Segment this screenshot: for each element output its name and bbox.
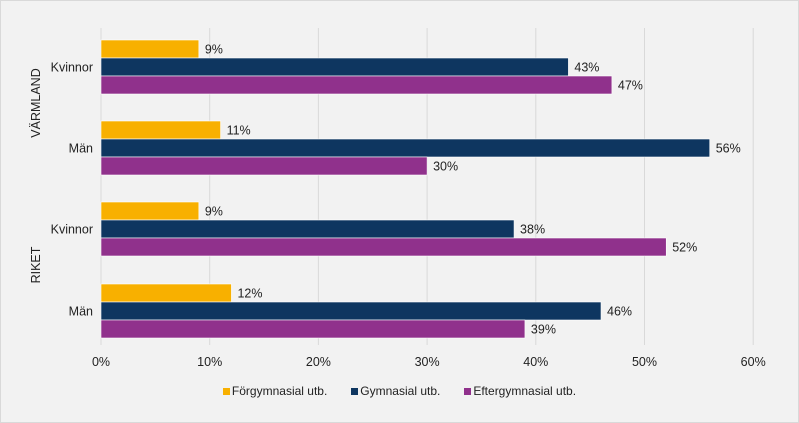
bar bbox=[100, 301, 602, 321]
bar bbox=[100, 120, 221, 140]
category-label: Män bbox=[69, 305, 93, 319]
x-tick-label: 30% bbox=[415, 355, 440, 369]
group-label: RIKET bbox=[29, 246, 43, 283]
category-label: Kvinnor bbox=[51, 223, 93, 237]
data-label: 43% bbox=[574, 61, 599, 75]
data-label: 47% bbox=[618, 79, 643, 93]
data-label: 9% bbox=[205, 43, 223, 57]
legend-item-eftergymnasial: Eftergymnasial utb. bbox=[464, 384, 576, 398]
legend: Förgymnasial utb. Gymnasial utb. Eftergy… bbox=[0, 384, 799, 398]
bar bbox=[100, 283, 232, 303]
bar bbox=[100, 75, 613, 95]
bar bbox=[100, 39, 200, 59]
bar bbox=[100, 237, 667, 257]
legend-swatch-eftergymnasial bbox=[464, 387, 472, 395]
bar bbox=[100, 201, 200, 221]
x-tick-label: 60% bbox=[741, 355, 766, 369]
data-label: 38% bbox=[520, 223, 545, 237]
data-label: 52% bbox=[672, 241, 697, 255]
bar bbox=[100, 319, 526, 339]
category-label: Män bbox=[69, 142, 93, 156]
bar bbox=[100, 156, 428, 176]
x-tick-label: 20% bbox=[306, 355, 331, 369]
legend-swatch-gymnasial bbox=[351, 387, 359, 395]
legend-item-gymnasial: Gymnasial utb. bbox=[351, 384, 440, 398]
x-tick-label: 10% bbox=[197, 355, 222, 369]
data-label: 46% bbox=[607, 305, 632, 319]
legend-label: Eftergymnasial utb. bbox=[473, 384, 577, 398]
legend-label: Förgymnasial utb. bbox=[231, 384, 328, 398]
legend-item-forgymnasial: Förgymnasial utb. bbox=[222, 384, 328, 398]
data-label: 39% bbox=[531, 323, 556, 337]
data-label: 11% bbox=[227, 124, 251, 138]
x-tick-label: 40% bbox=[523, 355, 548, 369]
data-label: 56% bbox=[716, 142, 741, 156]
legend-swatch-forgymnasial bbox=[222, 387, 230, 395]
x-tick-label: 50% bbox=[632, 355, 657, 369]
group-label: VÄRMLAND bbox=[29, 68, 43, 137]
data-label: 9% bbox=[205, 205, 223, 219]
category-label: Kvinnor bbox=[51, 61, 93, 75]
legend-label: Gymnasial utb. bbox=[360, 384, 441, 398]
data-label: 12% bbox=[237, 287, 262, 301]
bar bbox=[100, 138, 711, 158]
bar bbox=[100, 57, 569, 77]
x-tick-label: 0% bbox=[92, 355, 110, 369]
bar bbox=[100, 219, 515, 239]
data-label: 30% bbox=[433, 160, 458, 174]
